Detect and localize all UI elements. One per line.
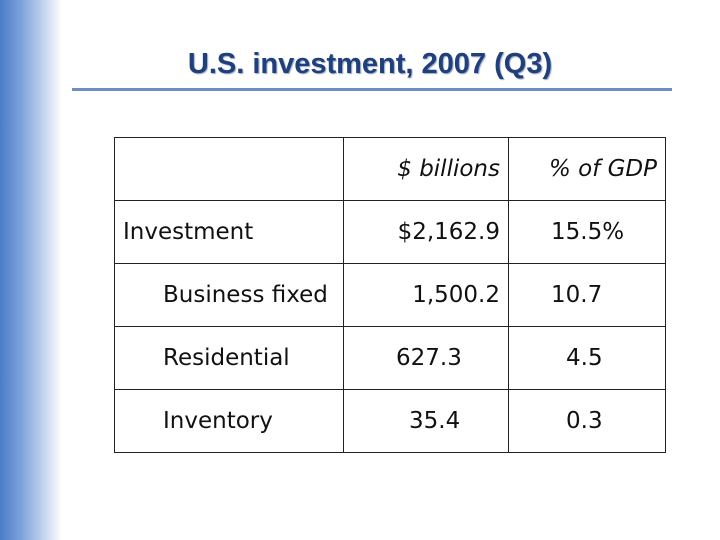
row-billions: 35.4 xyxy=(343,389,509,453)
row-label: Investment xyxy=(114,200,344,264)
table-row: Investment $2,162.9 15.5% xyxy=(114,200,666,264)
table-row: Business fixed 1,500.2 10.7 xyxy=(114,263,666,327)
row-gdp: 4.5 xyxy=(508,326,666,390)
investment-table: $ billions % of GDP Investment $2,162.9 … xyxy=(114,137,666,453)
row-billions: 627.3 xyxy=(343,326,509,390)
header-gdp: % of GDP xyxy=(508,137,666,201)
decorative-sidebar xyxy=(0,0,62,540)
row-gdp: 15.5% xyxy=(508,200,666,264)
table-header-row: $ billions % of GDP xyxy=(114,137,666,201)
row-billions: $2,162.9 xyxy=(343,200,509,264)
title-underline xyxy=(72,88,672,91)
row-label: Inventory xyxy=(114,389,344,453)
row-gdp: 10.7 xyxy=(508,263,666,327)
row-gdp: 0.3 xyxy=(508,389,666,453)
slide-title: U.S. investment, 2007 (Q3) xyxy=(187,48,553,80)
table-row: Inventory 35.4 0.3 xyxy=(114,389,666,453)
header-cell-empty xyxy=(114,137,344,201)
row-label: Residential xyxy=(114,326,344,390)
header-billions: $ billions xyxy=(343,137,509,201)
row-billions: 1,500.2 xyxy=(343,263,509,327)
table-row: Residential 627.3 4.5 xyxy=(114,326,666,390)
row-label: Business fixed xyxy=(114,263,344,327)
